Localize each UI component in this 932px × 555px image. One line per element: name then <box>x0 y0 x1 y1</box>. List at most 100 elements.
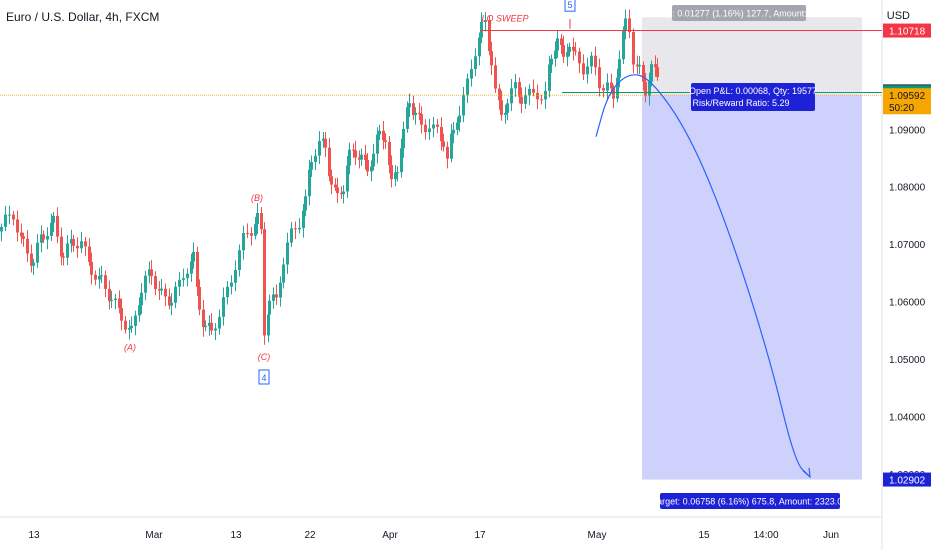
candle-body <box>310 162 313 170</box>
candle-body <box>424 124 427 133</box>
candle <box>214 322 217 341</box>
y-tick-label: 1.08000 <box>889 183 926 194</box>
candle-body <box>458 115 461 123</box>
price-label-bg <box>883 472 931 487</box>
candle-body <box>218 316 221 329</box>
candle-body <box>628 18 631 32</box>
candle-body <box>50 222 53 236</box>
candle <box>498 83 501 110</box>
candle <box>88 238 91 266</box>
candle <box>638 55 641 75</box>
candle-body <box>178 279 181 287</box>
candle <box>632 28 635 74</box>
candle-body <box>298 227 301 230</box>
candle <box>488 15 491 56</box>
candle <box>66 234 69 266</box>
candle-body <box>114 298 117 301</box>
candle-body <box>500 100 503 115</box>
currency-label[interactable]: USD <box>886 10 910 22</box>
candle-body <box>452 129 455 134</box>
candle <box>128 319 131 340</box>
candle-body <box>504 112 507 115</box>
candle-body <box>214 328 217 331</box>
candle <box>222 287 225 326</box>
candle <box>124 315 127 334</box>
candle <box>578 47 581 73</box>
candle <box>500 90 503 121</box>
candle-body <box>568 46 571 53</box>
candle-body <box>94 274 97 280</box>
candle-body <box>586 66 589 75</box>
candle <box>556 29 559 58</box>
candle <box>384 133 387 149</box>
candle <box>230 275 233 295</box>
y-tick-label: 1.09000 <box>889 125 926 136</box>
candle-body <box>40 234 43 243</box>
candle-body <box>494 65 497 89</box>
candle-body <box>76 245 79 249</box>
candle <box>190 253 193 282</box>
candle <box>568 42 571 57</box>
symbol-title[interactable]: Euro / U.S. Dollar, 4h, FXCM <box>6 10 160 24</box>
price-label: 1.02902 <box>889 476 926 487</box>
candle-body <box>388 141 391 166</box>
candle <box>402 121 405 158</box>
candle-body <box>104 275 107 289</box>
candle-body <box>524 95 527 104</box>
candle-body <box>484 20 487 22</box>
candle <box>396 166 399 182</box>
target-info-bg <box>660 493 840 509</box>
candle-body <box>182 278 185 280</box>
pnl-info-bg <box>691 83 815 111</box>
candle <box>290 222 293 247</box>
wave-annotation: (A) <box>124 342 136 352</box>
candle <box>192 242 195 269</box>
candle-body <box>324 138 327 148</box>
candle <box>602 84 605 98</box>
candle <box>234 260 237 292</box>
candle <box>366 153 369 177</box>
candle-body <box>414 112 417 116</box>
candle <box>210 313 213 336</box>
candle-body <box>174 286 177 303</box>
candle-body <box>436 124 439 127</box>
candle <box>432 116 435 138</box>
candle-body <box>70 238 73 244</box>
candle-body <box>578 51 581 64</box>
candle-body <box>282 264 285 283</box>
candle <box>436 119 439 134</box>
candle <box>466 73 469 104</box>
candle <box>518 77 521 104</box>
candle-body <box>372 153 375 167</box>
candle-body <box>488 20 491 52</box>
candle <box>458 105 461 132</box>
price-label-bg <box>883 88 931 115</box>
candle-body <box>506 103 509 113</box>
candle <box>642 61 645 91</box>
candle-body <box>536 92 539 100</box>
candle-body <box>168 296 171 306</box>
candle-body <box>246 233 249 235</box>
candle <box>12 211 15 226</box>
candle-body <box>328 147 331 177</box>
candle <box>160 279 163 296</box>
candle-body <box>544 90 547 100</box>
candle <box>322 132 325 148</box>
candle-body <box>256 212 259 225</box>
candle-body <box>144 275 147 293</box>
candle-body <box>514 82 517 89</box>
candle <box>186 268 189 287</box>
candle-body <box>46 235 49 240</box>
candle-body <box>4 214 7 227</box>
candle <box>114 293 117 310</box>
candle <box>562 35 565 63</box>
candle <box>382 121 385 150</box>
candle <box>282 257 285 289</box>
candle-body <box>562 45 565 57</box>
candle <box>16 210 19 242</box>
candle <box>446 141 449 169</box>
candle-body <box>88 246 91 262</box>
y-tick-label: 1.05000 <box>889 355 926 366</box>
candle <box>628 9 631 39</box>
